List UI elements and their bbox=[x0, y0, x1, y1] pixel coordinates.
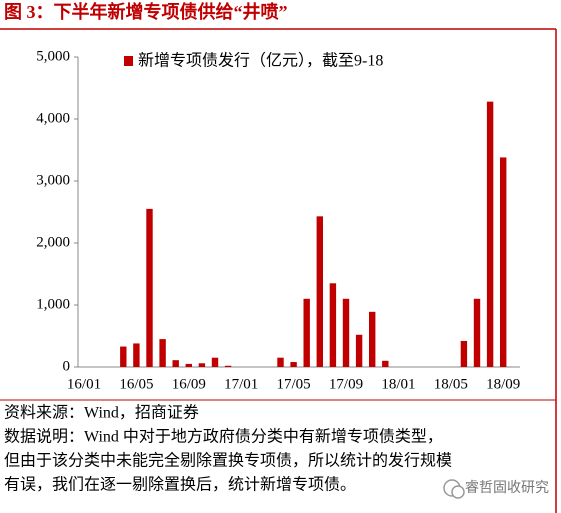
bar bbox=[198, 363, 206, 367]
bar bbox=[224, 365, 232, 367]
bar bbox=[500, 157, 507, 367]
x-tick-label: 17/09 bbox=[329, 376, 363, 392]
bar bbox=[290, 362, 297, 367]
bar bbox=[172, 360, 179, 367]
note-line: 有误，我们在逐一剔除置换后，统计新增专项债。 bbox=[4, 476, 356, 494]
note-line: 但由于该分类中未能完全剔除置换专项债，所以统计的发行规模 bbox=[4, 452, 452, 470]
bar bbox=[316, 216, 323, 367]
legend-label: 新增专项债发行（亿元），截至9-18 bbox=[138, 52, 383, 70]
legend-swatch bbox=[124, 56, 133, 66]
bar bbox=[329, 283, 337, 367]
bar bbox=[382, 360, 389, 367]
y-tick-label: 4,000 bbox=[36, 110, 70, 126]
x-tick-label: 18/09 bbox=[486, 376, 520, 392]
bar bbox=[133, 343, 140, 367]
x-tick-label: 16/05 bbox=[119, 376, 153, 392]
note-line: 数据说明：Wind 中对于地方政府债分类中有新增专项债类型， bbox=[4, 428, 443, 446]
x-tick-label: 18/05 bbox=[434, 376, 468, 392]
x-tick-label: 16/01 bbox=[67, 376, 101, 392]
bar bbox=[146, 208, 153, 367]
y-tick-label: 0 bbox=[63, 358, 71, 374]
x-tick-label: 16/09 bbox=[172, 376, 206, 392]
bar bbox=[355, 334, 363, 367]
bar bbox=[342, 298, 350, 367]
bar bbox=[120, 346, 127, 367]
y-tick-label: 1,000 bbox=[36, 296, 70, 312]
y-tick-label: 3,000 bbox=[36, 172, 70, 188]
bar bbox=[303, 298, 310, 367]
bar bbox=[159, 339, 166, 367]
y-tick-label: 5,000 bbox=[36, 48, 70, 64]
bar bbox=[460, 340, 468, 367]
bar bbox=[486, 101, 494, 367]
y-tick-label: 2,000 bbox=[36, 234, 70, 250]
note-line: 资料来源：Wind，招商证券 bbox=[4, 404, 199, 422]
chart-title: 图 3：下半年新增专项债供给“井喷” bbox=[4, 1, 288, 22]
bar bbox=[473, 298, 481, 367]
watermark: 睿哲固收研究 bbox=[465, 480, 549, 496]
bar bbox=[185, 363, 192, 367]
bar bbox=[277, 357, 284, 367]
bar bbox=[369, 311, 376, 367]
watermark-icon bbox=[443, 479, 465, 499]
x-tick-label: 17/01 bbox=[224, 376, 258, 392]
x-tick-label: 18/01 bbox=[381, 376, 415, 392]
bar bbox=[211, 357, 219, 367]
x-tick-label: 17/05 bbox=[277, 376, 311, 392]
